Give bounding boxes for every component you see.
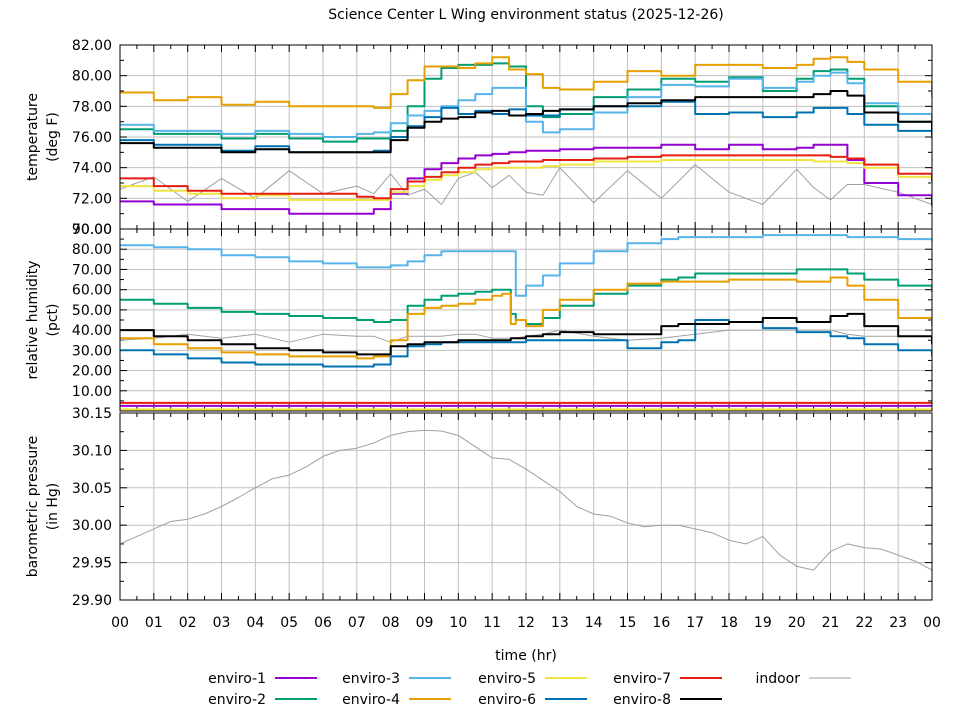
- y-tick-label: 70.00: [72, 222, 112, 238]
- x-tick-label: 00: [923, 615, 941, 631]
- legend-label: enviro-7: [613, 671, 671, 687]
- legend-label: enviro-5: [478, 671, 536, 687]
- chart-panels: 70.00 72.00 74.00 76.00 78.00 80.00 82.00 tempe…: [25, 38, 933, 609]
- series-line-indoor-temperature: [120, 164, 932, 205]
- x-tick-label: 04: [246, 615, 264, 631]
- legend-label: enviro-1: [208, 671, 266, 687]
- x-tick-label: 10: [449, 615, 467, 631]
- x-tick-label: 21: [822, 615, 840, 631]
- y-tick-label: 30.15: [72, 406, 112, 422]
- series-line-enviro-1-temperature: [120, 143, 932, 215]
- panel-frame: [119, 228, 933, 412]
- x-tick-label: 03: [213, 615, 231, 631]
- y-tick-label: 82.00: [72, 38, 112, 54]
- y-axis-title: relative humidity: [25, 260, 41, 379]
- legend: enviro-1 enviro-3 enviro-5 enviro-7 indoor en…: [208, 671, 851, 708]
- x-tick-label: 07: [348, 615, 366, 631]
- x-tick-label: 19: [754, 615, 772, 631]
- series-line-enviro-7-temperature: [120, 154, 932, 200]
- y-tick-label: 70.00: [72, 262, 112, 278]
- panel-relative-humidity: 10.00 20.00 30.00 40.00 50.00 60.00 70.00 80.00…: [25, 222, 933, 412]
- y-tick-label: 29.90: [72, 593, 112, 609]
- y-tick-label: 20.00: [72, 364, 112, 380]
- x-tick-label: 02: [179, 615, 197, 631]
- chart-title: Science Center L Wing environment status…: [328, 7, 724, 23]
- x-tick-label: 18: [720, 615, 738, 631]
- y-axis-title: (pct): [45, 304, 61, 337]
- x-tick-label: 14: [585, 615, 603, 631]
- series-line-enviro-8-temperature: [120, 90, 932, 154]
- legend-item-enviro-5: enviro-5: [478, 671, 587, 687]
- legend-label: enviro-8: [613, 692, 671, 708]
- legend-label: enviro-6: [478, 692, 536, 708]
- series-line-indoor-barometric-pressure: [120, 429, 932, 571]
- series-line-enviro-4-relative-humidity: [120, 276, 932, 360]
- legend-label: enviro-3: [342, 671, 400, 687]
- x-tick-label: 17: [686, 615, 704, 631]
- y-tick-label: 30.00: [72, 518, 112, 534]
- y-tick-label: 30.05: [72, 481, 112, 497]
- x-tick-label: 20: [788, 615, 806, 631]
- y-tick-label: 30.00: [72, 343, 112, 359]
- y-axis-title: temperature: [25, 93, 41, 181]
- x-tick-label: 09: [416, 615, 434, 631]
- legend-item-enviro-3: enviro-3: [342, 671, 451, 687]
- x-tick-label: 06: [314, 615, 332, 631]
- y-tick-label: 50.00: [72, 303, 112, 319]
- y-tick-label: 78.00: [72, 99, 112, 115]
- y-tick-label: 40.00: [72, 323, 112, 339]
- x-tick-label: 12: [517, 615, 535, 631]
- x-tick-label: 13: [551, 615, 569, 631]
- y-axis-title: (deg F): [45, 112, 61, 162]
- x-tick-label: 08: [382, 615, 400, 631]
- legend-label: indoor: [755, 671, 800, 687]
- legend-item-indoor: indoor: [755, 671, 851, 687]
- series-line-enviro-3-relative-humidity: [120, 234, 932, 297]
- series-line-enviro-5-temperature: [120, 159, 932, 201]
- y-tick-label: 80.00: [72, 69, 112, 85]
- series-line-enviro-3-temperature: [120, 71, 932, 138]
- series-line-enviro-8-relative-humidity: [120, 312, 932, 356]
- panel-temperature: 70.00 72.00 74.00 76.00 78.00 80.00 82.00 tempe…: [25, 38, 933, 238]
- legend-label: enviro-2: [208, 692, 266, 708]
- y-tick-label: 29.95: [72, 556, 112, 572]
- series-line-enviro-2-temperature: [120, 62, 932, 143]
- y-tick-label: 10.00: [72, 384, 112, 400]
- legend-item-enviro-7: enviro-7: [613, 671, 722, 687]
- x-tick-label: 23: [889, 615, 907, 631]
- series-line-enviro-4-temperature: [120, 56, 932, 109]
- legend-item-enviro-2: enviro-2: [208, 692, 317, 708]
- x-axis-title: time (hr): [495, 648, 557, 664]
- x-tick-label: 15: [619, 615, 637, 631]
- y-tick-label: 30.10: [72, 443, 112, 459]
- y-tick-label: 72.00: [72, 191, 112, 207]
- legend-label: enviro-4: [342, 692, 400, 708]
- y-tick-label: 76.00: [72, 130, 112, 146]
- panel-frame: [119, 412, 933, 601]
- series-line-enviro-2-relative-humidity: [120, 268, 932, 325]
- panel-barometric-pressure: 29.90 29.95 30.00 30.05 30.10 30.15 barometric…: [25, 406, 933, 609]
- y-tick-label: 74.00: [72, 161, 112, 177]
- x-tick-label: 22: [855, 615, 873, 631]
- legend-item-enviro-8: enviro-8: [613, 692, 722, 708]
- x-tick-labels: 00 01 02 03 04 05 06 07 08 09 10 11 12 13 14 15 16 17 18 19…: [111, 615, 941, 631]
- legend-item-enviro-6: enviro-6: [478, 692, 587, 708]
- y-tick-label: 80.00: [72, 242, 112, 258]
- x-tick-label: 01: [145, 615, 163, 631]
- x-tick-label: 00: [111, 615, 129, 631]
- legend-item-enviro-4: enviro-4: [342, 692, 451, 708]
- x-tick-label: 11: [483, 615, 501, 631]
- series-line-enviro-6-relative-humidity: [120, 319, 932, 368]
- y-tick-label: 60.00: [72, 283, 112, 299]
- y-axis-title: barometric pressure: [25, 436, 41, 577]
- y-axis-title: (in Hg): [45, 483, 61, 531]
- x-tick-label: 05: [280, 615, 298, 631]
- legend-item-enviro-1: enviro-1: [208, 671, 317, 687]
- x-tick-label: 16: [652, 615, 670, 631]
- y-tick-label: 90.00: [72, 222, 112, 238]
